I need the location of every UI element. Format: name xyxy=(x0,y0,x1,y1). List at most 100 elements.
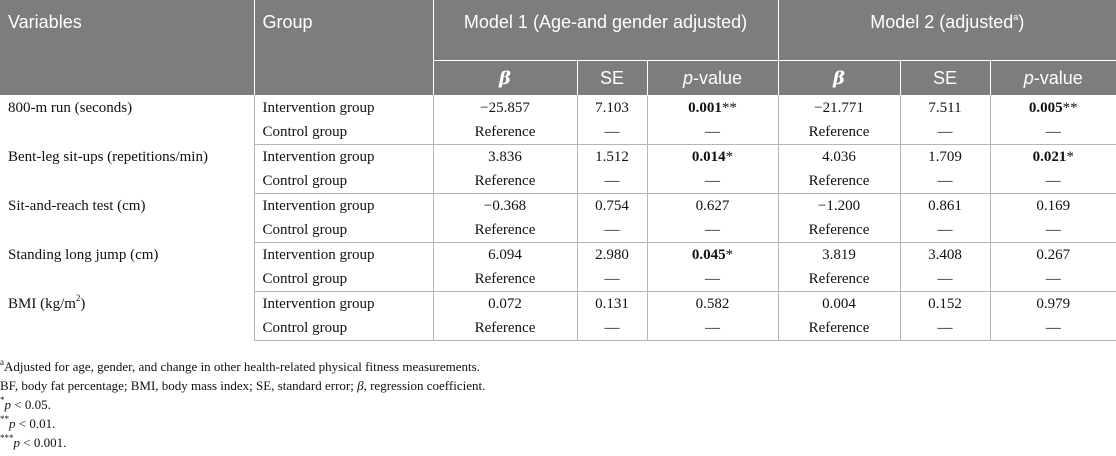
m2-se-cell: — xyxy=(900,120,991,145)
table-row: Control group Reference — — Reference — … xyxy=(0,120,1116,145)
m1-beta-cell: Reference xyxy=(433,267,578,292)
m1-beta-cell: 6.094 xyxy=(433,242,578,267)
m2-beta-cell: Reference xyxy=(778,316,901,341)
m2-p-cell: 0.169 xyxy=(1036,198,1071,214)
m2-beta-cell: Reference xyxy=(778,267,901,292)
m2-p-cell: 0.005** xyxy=(1028,100,1078,116)
table-row: 800-m run (seconds) Intervention group −… xyxy=(0,95,1116,145)
m2-p-cell: 0.021* xyxy=(1032,149,1074,165)
header-m1-se: SE xyxy=(577,60,648,96)
table-row: Control group Reference — — Reference — … xyxy=(0,169,1116,194)
m1-p-cell: 0.627 xyxy=(647,193,779,218)
m1-se-cell: 0.131 xyxy=(577,291,648,316)
header-model2: Model 2 (adjusteda) xyxy=(778,0,1116,61)
m2-beta-cell: 4.036 xyxy=(778,144,901,169)
m2-se-cell: — xyxy=(900,218,991,243)
m1-beta-cell: −25.857 xyxy=(433,95,578,120)
header-m1-p: p-value xyxy=(647,60,779,96)
m2-se-cell: — xyxy=(900,169,991,194)
m2-p-cell: 0.267 xyxy=(1036,247,1071,263)
group-cell: Intervention group xyxy=(254,193,434,218)
m2-beta-cell: −21.771 xyxy=(778,95,901,120)
header-model1: Model 1 (Age-and gender adjusted) xyxy=(433,0,779,61)
m2-beta-cell: 3.819 xyxy=(778,242,901,267)
group-cell: Control group xyxy=(254,267,434,292)
group-cell: Control group xyxy=(254,316,434,341)
m1-p-cell: — xyxy=(647,267,779,292)
table-row: Sit-and-reach test (cm) Intervention gro… xyxy=(0,193,1116,243)
m2-p-cell: — xyxy=(990,218,1116,243)
m1-se-cell: — xyxy=(577,169,648,194)
header-group: Group xyxy=(254,0,434,96)
m2-beta-cell: 0.004 xyxy=(778,291,901,316)
m2-se-cell: 7.511 xyxy=(900,95,991,120)
group-cell: Intervention group xyxy=(254,95,434,120)
m1-se-cell: — xyxy=(577,120,648,145)
m1-se-cell: 0.754 xyxy=(577,193,648,218)
m2-se-cell: — xyxy=(900,316,991,341)
table-footnotes: aAdjusted for age, gender, and change in… xyxy=(0,357,1116,452)
table-row: Bent-leg sit-ups (repetitions/min) Inter… xyxy=(0,144,1116,194)
header-m2-se: SE xyxy=(900,60,991,96)
footnote-adjusted: aAdjusted for age, gender, and change in… xyxy=(0,356,480,374)
header-m2-beta: β xyxy=(778,60,901,96)
footnote-p0001: ***p < 0.001. xyxy=(0,432,67,450)
m2-se-cell: 0.152 xyxy=(900,291,991,316)
m1-beta-cell: 3.836 xyxy=(433,144,578,169)
header-m2-p: p-value xyxy=(990,60,1116,96)
m1-p-cell: 0.001** xyxy=(647,95,779,120)
table-row: Control group Reference — — Reference — … xyxy=(0,316,1116,341)
group-cell: Control group xyxy=(254,120,434,145)
m1-se-cell: 1.512 xyxy=(577,144,648,169)
m2-se-cell: — xyxy=(900,267,991,292)
m1-p-cell: — xyxy=(647,120,779,145)
group-cell: Intervention group xyxy=(254,242,434,267)
m1-se-cell: 2.980 xyxy=(577,242,648,267)
m2-beta-cell: −1.200 xyxy=(778,193,901,218)
m2-se-cell: 3.408 xyxy=(900,242,991,267)
table-row: Standing long jump (cm) Intervention gro… xyxy=(0,242,1116,292)
m1-beta-cell: Reference xyxy=(433,120,578,145)
m1-p-cell: 0.582 xyxy=(647,291,779,316)
group-cell: Intervention group xyxy=(254,291,434,316)
m1-p-cell: — xyxy=(647,218,779,243)
group-cell: Intervention group xyxy=(254,144,434,169)
m2-beta-cell: Reference xyxy=(778,169,901,194)
footnote-p005: *p < 0.05. xyxy=(0,394,51,412)
m2-p-cell: — xyxy=(990,169,1116,194)
variable-cell: Sit-and-reach test (cm) xyxy=(0,193,255,243)
m2-se-cell: 1.709 xyxy=(900,144,991,169)
table-row: BMI (kg/m2) Intervention group 0.072 0.1… xyxy=(0,291,1116,341)
variable-cell: BMI (kg/m2) xyxy=(0,291,255,341)
m1-p-cell: 0.014* xyxy=(647,144,779,169)
footnote-abbreviations: BF, body fat percentage; BMI, body mass … xyxy=(0,378,486,393)
m1-se-cell: — xyxy=(577,218,648,243)
results-table: Variables Group Model 1 (Age-and gender … xyxy=(0,0,1116,341)
m2-p-cell: — xyxy=(990,316,1116,341)
m1-p-cell: — xyxy=(647,169,779,194)
m1-p-cell: — xyxy=(647,316,779,341)
group-cell: Control group xyxy=(254,218,434,243)
m1-se-cell: 7.103 xyxy=(577,95,648,120)
variable-cell: Bent-leg sit-ups (repetitions/min) xyxy=(0,144,255,194)
group-cell: Control group xyxy=(254,169,434,194)
m1-beta-cell: 0.072 xyxy=(433,291,578,316)
m1-beta-cell: Reference xyxy=(433,169,578,194)
m2-p-cell: 0.979 xyxy=(1036,296,1071,312)
m2-p-cell: — xyxy=(990,267,1116,292)
m2-beta-cell: Reference xyxy=(778,218,901,243)
m1-beta-cell: Reference xyxy=(433,316,578,341)
header-variables: Variables xyxy=(0,0,255,96)
footnote-p001: **p < 0.01. xyxy=(0,413,56,431)
m2-p-cell: — xyxy=(990,120,1116,145)
variable-cell: Standing long jump (cm) xyxy=(0,242,255,292)
m2-se-cell: 0.861 xyxy=(900,193,991,218)
m1-se-cell: — xyxy=(577,316,648,341)
header-m1-beta: β xyxy=(433,60,578,96)
m1-se-cell: — xyxy=(577,267,648,292)
m1-p-cell: 0.045* xyxy=(647,242,779,267)
m2-beta-cell: Reference xyxy=(778,120,901,145)
variable-cell: 800-m run (seconds) xyxy=(0,95,255,145)
m1-beta-cell: Reference xyxy=(433,218,578,243)
table-row: Control group Reference — — Reference — … xyxy=(0,218,1116,243)
